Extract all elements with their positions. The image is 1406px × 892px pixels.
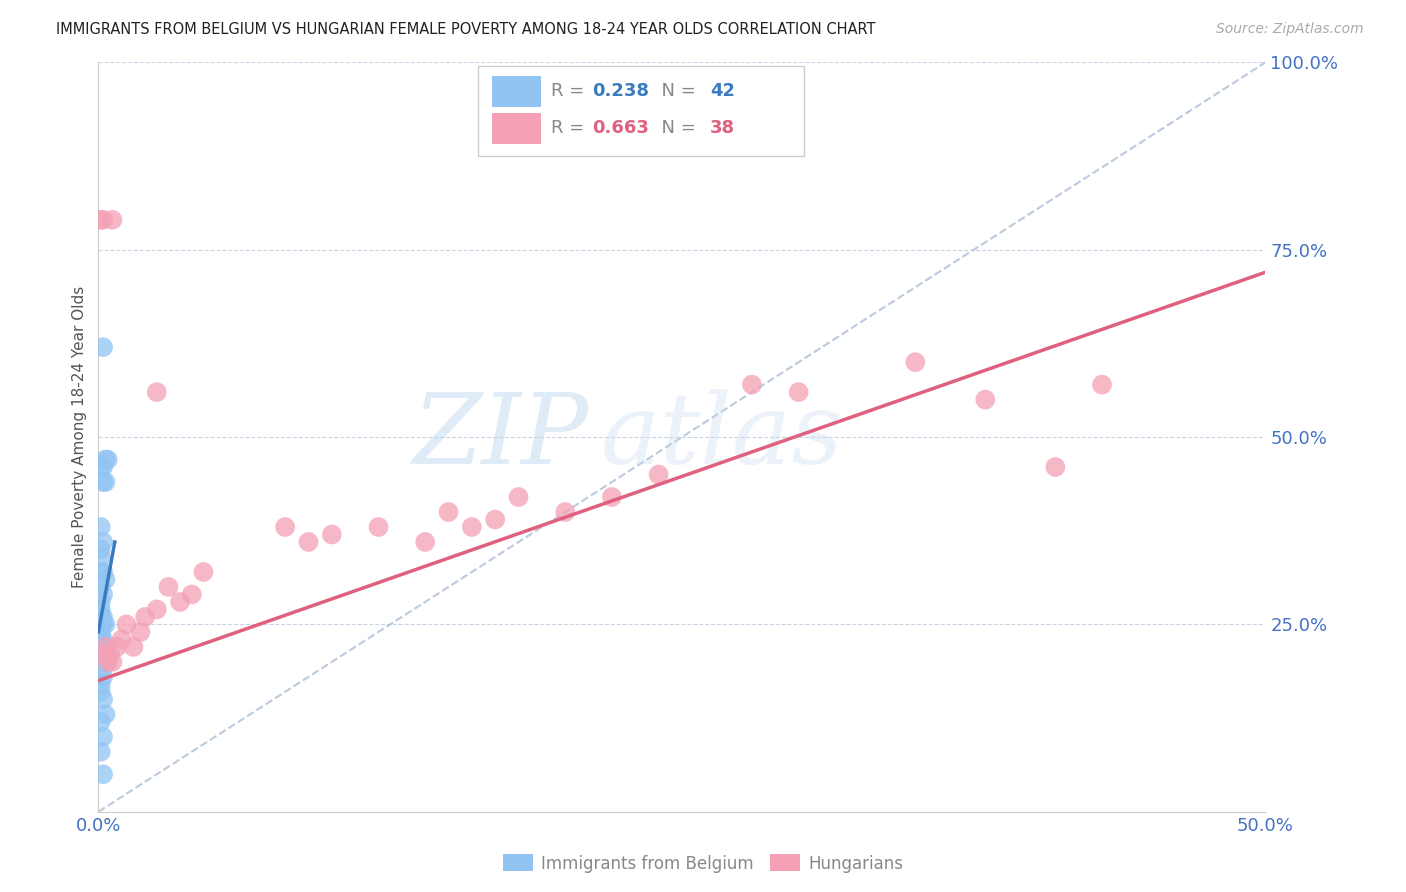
Point: [90, 662, 112, 676]
Point: [90, 542, 112, 557]
Point: [97, 655, 120, 669]
Text: R =: R =: [551, 120, 591, 137]
Point: [91, 535, 114, 549]
Point: [90, 632, 112, 647]
Point: [98, 648, 121, 662]
Point: [91, 340, 114, 354]
Text: 0.238: 0.238: [592, 82, 650, 100]
Point: [94, 707, 117, 722]
Point: [91, 610, 114, 624]
Point: [90, 549, 112, 564]
Point: [94, 452, 117, 467]
Point: [169, 595, 191, 609]
Point: [91, 565, 114, 579]
Text: N =: N =: [651, 120, 702, 137]
FancyBboxPatch shape: [492, 76, 541, 107]
Point: [180, 587, 202, 601]
Point: [1091, 377, 1114, 392]
Y-axis label: Female Poverty Among 18-24 Year Olds: Female Poverty Among 18-24 Year Olds: [72, 286, 87, 588]
Point: [111, 632, 134, 647]
Point: [101, 212, 124, 227]
Point: [274, 520, 297, 534]
Point: [193, 565, 215, 579]
Point: [105, 640, 128, 654]
Point: [91, 640, 114, 654]
Point: [90, 745, 112, 759]
Point: [97, 452, 120, 467]
Text: 42: 42: [710, 82, 735, 100]
Point: [437, 505, 460, 519]
Point: [904, 355, 927, 369]
Point: [297, 535, 319, 549]
Point: [91, 212, 114, 227]
Point: [97, 655, 120, 669]
Point: [600, 490, 623, 504]
Point: [90, 624, 112, 639]
Point: [91, 632, 114, 647]
Point: [321, 527, 343, 541]
Point: [91, 587, 114, 601]
Point: [91, 767, 114, 781]
Point: [94, 617, 117, 632]
Point: [90, 460, 112, 475]
FancyBboxPatch shape: [492, 112, 541, 145]
Point: [115, 617, 138, 632]
Point: [90, 580, 112, 594]
Point: [146, 385, 169, 400]
Point: [90, 595, 112, 609]
Point: [741, 377, 763, 392]
Point: [974, 392, 997, 407]
Point: [91, 670, 114, 684]
Point: [90, 640, 112, 654]
Text: 38: 38: [710, 120, 735, 137]
Point: [1045, 460, 1067, 475]
Point: [157, 580, 180, 594]
Text: atlas: atlas: [600, 390, 844, 484]
Point: [129, 624, 152, 639]
Point: [91, 617, 114, 632]
Point: [94, 648, 117, 662]
Point: [91, 460, 114, 475]
Text: 0.663: 0.663: [592, 120, 650, 137]
Text: N =: N =: [651, 82, 702, 100]
Point: [90, 677, 112, 691]
Point: [90, 520, 112, 534]
Point: [94, 475, 117, 489]
Point: [647, 467, 669, 482]
Point: [122, 640, 145, 654]
Text: ZIP: ZIP: [412, 390, 589, 484]
Point: [101, 655, 124, 669]
Text: Source: ZipAtlas.com: Source: ZipAtlas.com: [1216, 22, 1364, 37]
Point: [90, 212, 112, 227]
Point: [90, 565, 112, 579]
FancyBboxPatch shape: [478, 66, 804, 156]
Point: [91, 730, 114, 744]
Legend: Immigrants from Belgium, Hungarians: Immigrants from Belgium, Hungarians: [496, 847, 910, 880]
Point: [94, 573, 117, 587]
Text: R =: R =: [551, 82, 591, 100]
Point: [508, 490, 530, 504]
Point: [90, 714, 112, 729]
Point: [91, 475, 114, 489]
Text: IMMIGRANTS FROM BELGIUM VS HUNGARIAN FEMALE POVERTY AMONG 18-24 YEAR OLDS CORREL: IMMIGRANTS FROM BELGIUM VS HUNGARIAN FEM…: [56, 22, 876, 37]
Point: [90, 685, 112, 699]
Point: [461, 520, 484, 534]
Point: [90, 610, 112, 624]
Point: [90, 602, 112, 616]
Point: [134, 610, 156, 624]
Point: [94, 640, 117, 654]
Point: [90, 648, 112, 662]
Point: [484, 512, 506, 526]
Point: [91, 655, 114, 669]
Point: [367, 520, 389, 534]
Point: [91, 692, 114, 706]
Point: [94, 648, 117, 662]
Point: [413, 535, 436, 549]
Point: [90, 617, 112, 632]
Point: [554, 505, 576, 519]
Point: [146, 602, 169, 616]
Point: [787, 385, 810, 400]
